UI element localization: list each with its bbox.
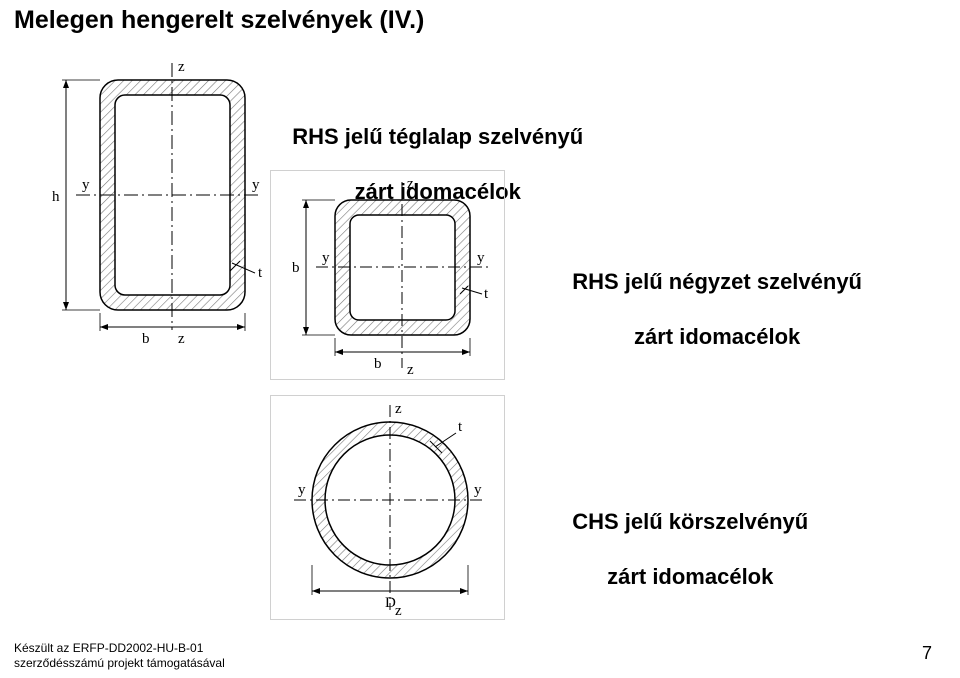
- label-y-right: y: [252, 177, 260, 193]
- label-t1: t: [258, 265, 263, 281]
- footer-l2: szerződésszámú projekt támogatásával: [14, 656, 225, 670]
- diagram-chs: z z y y D t: [270, 395, 505, 620]
- caption-chs: CHS jelű körszelvényű zárt idomacélok: [560, 480, 808, 590]
- caption-rhs-square-l2: zárt idomacélok: [634, 324, 800, 349]
- label-b2v: b: [292, 260, 300, 276]
- caption-chs-l1: CHS jelű körszelvényű: [572, 509, 808, 534]
- footer: Készült az ERFP-DD2002-HU-B-01 szerződés…: [14, 641, 225, 670]
- label-z-top: z: [178, 59, 185, 75]
- caption-rhs-square-l1: RHS jelű négyzet szelvényű: [572, 269, 862, 294]
- page-title: Melegen hengerelt szelvények (IV.): [14, 6, 424, 35]
- diagram-rhs-rect: z z y y h b t: [30, 55, 290, 365]
- label-D: D: [385, 595, 396, 611]
- page-number: 7: [922, 643, 932, 664]
- diagram-rhs-square: z z y y b b t: [270, 170, 505, 380]
- label-y3l: y: [298, 482, 306, 498]
- caption-rhs-rect-l1: RHS jelű téglalap szelvényű: [292, 124, 583, 149]
- label-z3b: z: [395, 603, 402, 619]
- label-z-bottom: z: [178, 331, 185, 347]
- label-b1: b: [142, 331, 150, 347]
- label-h: h: [52, 189, 60, 205]
- caption-chs-l2: zárt idomacélok: [607, 564, 773, 589]
- label-z2b: z: [407, 362, 414, 378]
- label-z2t: z: [407, 176, 414, 192]
- caption-rhs-square: RHS jelű négyzet szelvényű zárt idomacél…: [560, 240, 862, 350]
- label-y2r: y: [477, 250, 485, 266]
- label-y3r: y: [474, 482, 482, 498]
- label-t2: t: [484, 286, 489, 302]
- label-b2h: b: [374, 356, 382, 372]
- label-t3: t: [458, 419, 463, 435]
- label-z3t: z: [395, 401, 402, 417]
- label-y-left: y: [82, 177, 90, 193]
- footer-l1: Készült az ERFP-DD2002-HU-B-01: [14, 641, 203, 655]
- label-y2l: y: [322, 250, 330, 266]
